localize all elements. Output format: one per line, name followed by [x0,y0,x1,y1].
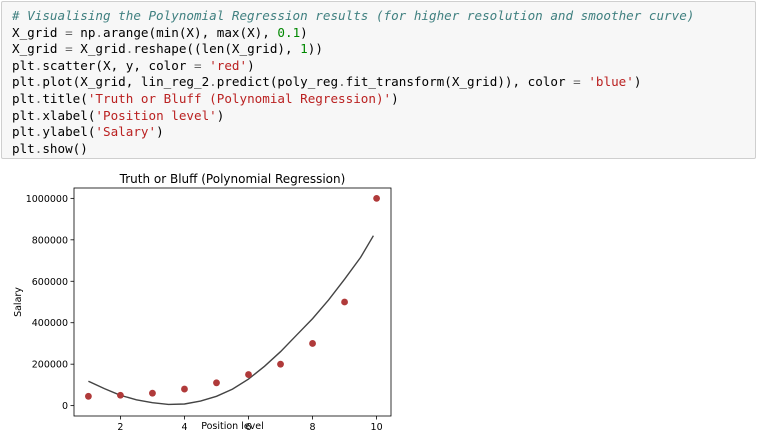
y-tick-label: 200000 [32,360,68,371]
y-tick-label: 400000 [32,318,68,329]
code-token: 1 [300,41,308,57]
code-token: predict(poly_reg [216,74,339,90]
code-token: reshape((len(X_grid), [133,41,301,57]
code-token: 'Position level' [95,107,217,123]
code-token: = [65,41,73,57]
code-token: title( [42,90,88,106]
code-token: ) [391,90,399,106]
scatter-point [373,194,380,202]
code-token: ) [247,57,255,73]
plot-frame [73,187,392,417]
y-tick-label: 1000000 [26,194,68,205]
code-line: plt.title('Truth or Bluff (Polynomial Re… [12,91,694,108]
code-token: ) [633,74,642,90]
code-line: plt.plot(X_grid, lin_reg_2.predict(poly_… [12,74,694,91]
code-token: X_grid [12,41,66,57]
code-token: plt [12,74,35,90]
code-token: 'blue' [588,74,634,90]
code-token: . [125,41,134,57]
regression-line [88,235,375,406]
y-tick-label: 0 [62,401,68,412]
x-tick-label: 6 [245,422,251,433]
code-token: plt [12,57,35,73]
y-axis-label: Salary [13,287,24,317]
code-token: 'Truth or Bluff (Polynomial Regression)' [87,90,392,106]
code-token: xlabel( [42,107,96,123]
code-token: X_grid [72,41,126,57]
code-line: plt.show() [12,141,694,158]
code-line: X_grid = X_grid.reshape((len(X_grid), 1)… [12,41,694,58]
code-token: . [34,90,43,106]
code-token: ylabel( [42,124,96,140]
code-token: fit_transform(X_grid)), color [345,74,574,90]
chart-title: Truth or Bluff (Polynomial Regression) [119,172,346,186]
code-line: plt.xlabel('Position level') [12,108,694,125]
code-token: plt [12,124,35,140]
code-token: show() [42,140,88,156]
code-token: . [209,74,217,90]
code-token: ) [216,107,225,123]
code-editor[interactable]: # Visualising the Polynomial Regression … [12,8,694,157]
x-tick-label: 2 [117,422,123,433]
code-token: . [338,74,346,90]
scatter-point [341,298,348,306]
code-token: . [34,107,43,123]
code-token: )) [307,41,323,57]
code-token: 0.1 [277,24,301,40]
code-line: X_grid = np.arange(min(X), max(X), 0.1) [12,25,694,42]
code-token: plot(X_grid, lin_reg_2 [42,74,210,90]
code-token: # Visualising the Polynomial Regression … [12,8,695,23]
code-token: plt [12,140,35,156]
code-token: ) [300,24,308,40]
code-token: = [65,24,73,40]
code-token: plt [12,90,35,106]
scatter-point [309,340,316,347]
code-line: # Visualising the Polynomial Regression … [12,8,694,25]
code-line: plt.ylabel('Salary') [12,124,694,141]
code-token: 'red' [209,57,248,73]
x-tick-label: 10 [371,422,383,433]
code-token: X_grid [12,24,66,40]
x-tick-label: 8 [310,422,316,433]
scatter-point [149,389,156,397]
output-area: Truth or Bluff (Polynomial Regression) 2 4… [0,160,759,433]
x-axis-label: Position level [201,421,264,432]
code-token: . [34,140,43,156]
scatter-point [85,392,92,400]
scatter-chart: Truth or Bluff (Polynomial Regression) 2 4… [13,172,392,433]
code-cell[interactable]: # Visualising the Polynomial Regression … [1,1,756,159]
code-token: = [573,74,581,90]
code-token: ) [156,124,164,140]
code-token: scatter(X, y, color [42,57,194,73]
scatter-point [213,379,220,387]
code-token: . [95,24,104,40]
scatter-point [277,360,284,368]
code-token: np [72,24,96,40]
x-tick-label: 4 [181,422,187,433]
code-token: arange(min(X), max(X), [103,24,278,40]
code-line: plt.scatter(X, y, color = 'red') [12,58,694,75]
y-tick-label: 600000 [32,277,68,288]
scatter-point [245,371,252,378]
code-token: . [34,57,43,73]
code-token: . [34,124,43,140]
code-token: = [194,57,202,73]
code-token: . [34,74,43,90]
code-token: 'Salary' [95,124,157,140]
y-tick-label: 800000 [32,235,68,246]
scatter-point [181,385,188,393]
scatter-point [117,391,124,399]
code-token: plt [12,107,35,123]
